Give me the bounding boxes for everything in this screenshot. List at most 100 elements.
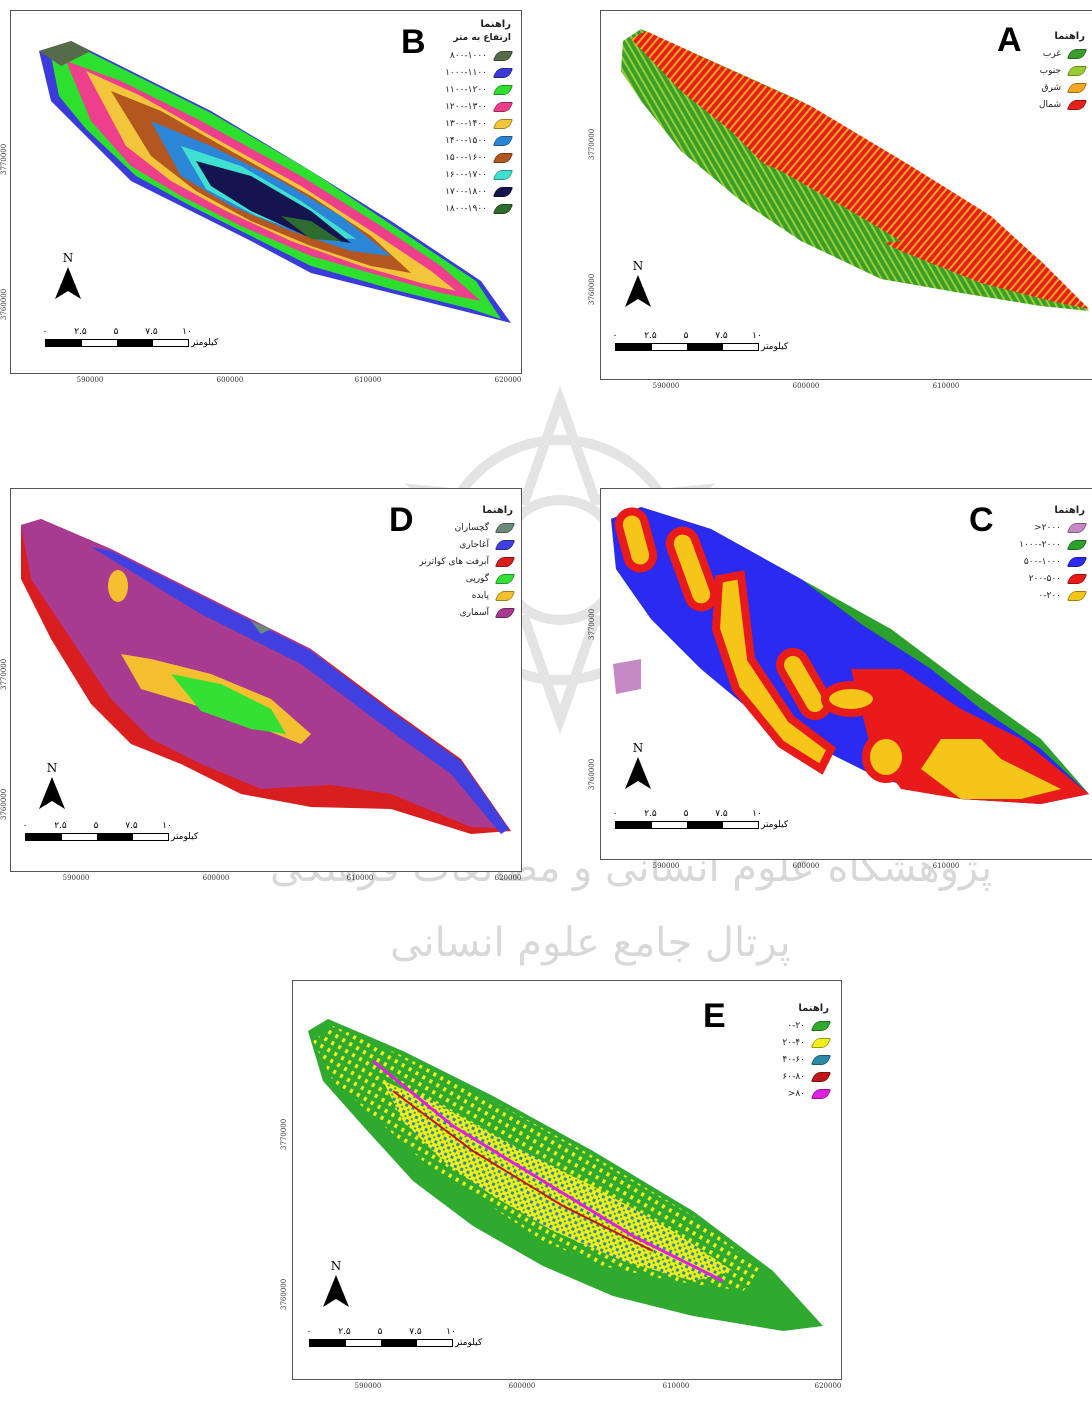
legend-swatch	[492, 50, 514, 61]
legend-swatch	[1066, 539, 1088, 550]
legend-label: پابده	[471, 590, 489, 601]
map-d-polygon	[21, 519, 511, 834]
legend-label: ۱۴۰۰-۱۵۰۰	[445, 135, 487, 146]
map-d-xtick: 600000	[202, 874, 230, 882]
legend-label: ۰-۲۰۰	[1038, 590, 1061, 601]
scale-tick: ۵	[377, 1327, 383, 1337]
legend-swatch	[810, 1037, 832, 1048]
legend-swatch	[1066, 573, 1088, 584]
map-c: C راهنما ۲۰۰۰< ۱۰۰۰-۲۰۰۰ ۵۰۰-۱۰۰۰ ۲۰۰-۵۰۰ ۰-…	[600, 488, 1092, 860]
legend-item: ۲۰۰۰<	[1005, 519, 1088, 536]
legend-item: شمال	[1015, 96, 1088, 113]
scale-tick: ۷.۵	[145, 327, 158, 337]
scale-tick: ۱۰	[162, 821, 172, 831]
map-c-xtick: 610000	[932, 862, 960, 870]
legend-item: ۱۱۰۰-۱۲۰۰	[421, 81, 514, 98]
legend-item: ۸۰۰-۱۰۰۰	[421, 47, 514, 64]
scale-tick: ۱۰	[752, 331, 762, 341]
legend-item: آسماری	[393, 604, 516, 621]
map-d-legend: راهنما گچساران آغاجاری آبرفت های کواترنر گو…	[393, 505, 516, 621]
north-arrow: N	[623, 741, 653, 795]
north-arrow: N	[37, 761, 67, 815]
legend-item: ۴۰-۶۰	[759, 1051, 832, 1068]
map-d: D راهنما گچساران آغاجاری آبرفت های کواترنر…	[10, 488, 522, 872]
map-e-ytick: 3770000	[280, 1118, 288, 1150]
map-a-xtick: 600000	[792, 382, 820, 390]
legend-title: راهنما	[480, 19, 511, 30]
map-b-legend: راهنما ارتفاع به متر ۸۰۰-۱۰۰۰ ۱۰۰۰-۱۱۰۰ ۱۱…	[421, 19, 514, 217]
legend-item: ۸۰<	[759, 1085, 832, 1102]
map-e-ytick: 3760000	[280, 1278, 288, 1310]
scale-tick: ۵	[683, 809, 689, 819]
legend-item: ۵۰۰-۱۰۰۰	[1005, 553, 1088, 570]
legend-item: آغاجاری	[393, 536, 516, 553]
scale-tick: ۱۰	[446, 1327, 456, 1337]
legend-title: راهنما	[482, 505, 513, 516]
legend-swatch	[492, 186, 514, 197]
scale-tick: ۱۰	[752, 809, 762, 819]
north-arrow-icon	[625, 275, 651, 307]
scale-tick: ۵	[683, 331, 689, 341]
legend-item: ۱۲۰۰-۱۳۰۰	[421, 98, 514, 115]
legend-item: ۱۴۰۰-۱۵۰۰	[421, 132, 514, 149]
map-a: A راهنما غرب جنوب شرق شمال N ۰ ۲.۵ ۵ ۷.۵ ۱۰ کیل…	[600, 10, 1092, 380]
legend-swatch	[810, 1071, 832, 1082]
scale-bar: ۰ ۲.۵ ۵ ۷.۵ ۱۰ کیلومتر	[612, 331, 789, 352]
map-b-xtick: 600000	[216, 376, 244, 384]
legend-swatch	[492, 101, 514, 112]
map-e-xtick: 620000	[814, 1382, 842, 1390]
legend-label: ۱۱۰۰-۱۲۰۰	[445, 84, 487, 95]
map-a-ytick: 3760000	[588, 273, 596, 305]
legend-label: ۲۰-۴۰	[782, 1037, 805, 1048]
map-a-letter: A	[997, 21, 1022, 59]
legend-title: راهنما	[1054, 31, 1085, 42]
legend-item: ۲۰-۴۰	[759, 1034, 832, 1051]
map-e-xtick: 590000	[354, 1382, 382, 1390]
scale-tick: ۰	[612, 809, 618, 819]
legend-item: ۰-۲۰	[759, 1017, 832, 1034]
legend-item: ۱۵۰۰-۱۶۰۰	[421, 149, 514, 166]
north-label: N	[330, 1259, 342, 1273]
legend-swatch	[810, 1054, 832, 1065]
map-e: E راهنما ۰-۲۰ ۲۰-۴۰ ۴۰-۶۰ ۶۰-۸۰ ۸۰< N ۰ ۲.۵ ۵ ۷…	[292, 980, 842, 1380]
legend-label: ۰-۲۰	[787, 1020, 805, 1031]
legend-item: شرق	[1015, 79, 1088, 96]
legend-label: ۱۳۰۰-۱۴۰۰	[445, 118, 487, 129]
map-c-ytick: 3760000	[588, 758, 596, 790]
scale-tick: ۰	[306, 1327, 312, 1337]
legend-swatch	[1066, 82, 1088, 93]
legend-item: ۱۰۰۰-۱۱۰۰	[421, 64, 514, 81]
map-b: B راهنما ارتفاع به متر ۸۰۰-۱۰۰۰ ۱۰۰۰-۱۱۰۰…	[10, 10, 522, 374]
map-d-ytick: 3760000	[0, 788, 8, 820]
legend-label: آسماری	[459, 607, 489, 618]
legend-label: ۱۲۰۰-۱۳۰۰	[445, 101, 487, 112]
north-arrow: N	[321, 1259, 351, 1313]
scale-tick: ۵	[93, 821, 99, 831]
map-a-xtick: 610000	[932, 382, 960, 390]
legend-item: ۱۷۰۰-۱۸۰۰	[421, 183, 514, 200]
scale-unit: کیلومتر	[761, 820, 789, 830]
legend-label: ۸۰<	[787, 1088, 805, 1099]
legend-label: ۵۰۰-۱۰۰۰	[1023, 556, 1061, 567]
map-c-xtick: 600000	[792, 862, 820, 870]
scale-tick: ۰	[612, 331, 618, 341]
legend-label: ۱۷۰۰-۱۸۰۰	[445, 186, 487, 197]
legend-item: ۱۶۰۰-۱۷۰۰	[421, 166, 514, 183]
legend-swatch	[494, 539, 516, 550]
north-arrow-icon	[55, 267, 81, 299]
legend-item: جنوب	[1015, 62, 1088, 79]
legend-label: ۱۵۰۰-۱۶۰۰	[445, 152, 487, 163]
legend-swatch	[1066, 590, 1088, 601]
map-e-legend: راهنما ۰-۲۰ ۲۰-۴۰ ۴۰-۶۰ ۶۰-۸۰ ۸۰<	[759, 1003, 832, 1102]
scale-tick: ۷.۵	[715, 331, 728, 341]
legend-swatch	[1066, 556, 1088, 567]
legend-item: ۱۸۰۰-۱۹۰۰	[421, 200, 514, 217]
north-arrow-icon	[39, 777, 65, 809]
map-c-legend: راهنما ۲۰۰۰< ۱۰۰۰-۲۰۰۰ ۵۰۰-۱۰۰۰ ۲۰۰-۵۰۰ ۰-۲۰…	[1005, 505, 1088, 604]
legend-item: گچساران	[393, 519, 516, 536]
legend-title: راهنما	[798, 1003, 829, 1014]
map-b-ytick: 3760000	[0, 288, 8, 320]
map-b-polygon	[39, 41, 511, 323]
map-a-xtick: 590000	[652, 382, 680, 390]
map-a-ytick: 3770000	[588, 128, 596, 160]
